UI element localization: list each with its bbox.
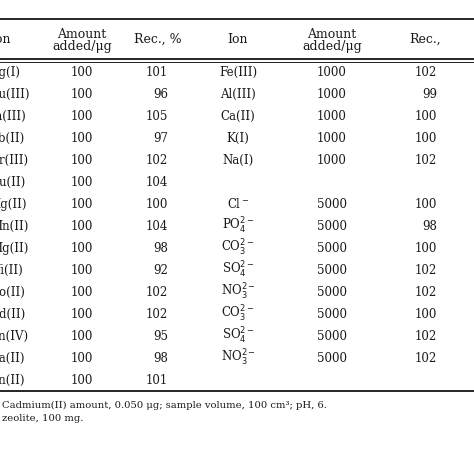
- Text: 5000: 5000: [317, 241, 347, 255]
- Text: Au(III): Au(III): [0, 88, 29, 100]
- Text: Cadmium(II) amount, 0.050 μg; sample volume, 100 cm³; pH, 6.: Cadmium(II) amount, 0.050 μg; sample vol…: [2, 401, 327, 410]
- Text: 5000: 5000: [317, 219, 347, 233]
- Text: CO$_3^{2-}$: CO$_3^{2-}$: [221, 304, 255, 324]
- Text: Co(II): Co(II): [0, 285, 25, 299]
- Text: Mn(II): Mn(II): [0, 219, 28, 233]
- Text: Ag(I): Ag(I): [0, 65, 20, 79]
- Text: K(I): K(I): [227, 131, 249, 145]
- Text: 5000: 5000: [317, 198, 347, 210]
- Text: Ion: Ion: [228, 33, 248, 46]
- Text: 104: 104: [146, 219, 168, 233]
- Text: 105: 105: [146, 109, 168, 122]
- Text: 99: 99: [422, 88, 437, 100]
- Text: 100: 100: [71, 131, 93, 145]
- Text: Na(I): Na(I): [222, 154, 254, 166]
- Text: 5000: 5000: [317, 308, 347, 320]
- Text: 1000: 1000: [317, 65, 347, 79]
- Text: Mg(II): Mg(II): [0, 241, 28, 255]
- Text: Amount: Amount: [57, 27, 107, 40]
- Text: CO$_3^{2-}$: CO$_3^{2-}$: [221, 238, 255, 258]
- Text: 102: 102: [146, 285, 168, 299]
- Text: SO$_4^{2-}$: SO$_4^{2-}$: [222, 260, 255, 280]
- Text: 5000: 5000: [317, 264, 347, 276]
- Text: Rec., %: Rec., %: [134, 33, 182, 46]
- Text: 96: 96: [153, 88, 168, 100]
- Text: 100: 100: [71, 198, 93, 210]
- Text: 104: 104: [146, 175, 168, 189]
- Text: 101: 101: [146, 65, 168, 79]
- Text: 100: 100: [415, 109, 437, 122]
- Text: 102: 102: [415, 285, 437, 299]
- Text: 100: 100: [415, 198, 437, 210]
- Text: 100: 100: [71, 219, 93, 233]
- Text: 5000: 5000: [317, 285, 347, 299]
- Text: 5000: 5000: [317, 352, 347, 365]
- Text: 100: 100: [71, 109, 93, 122]
- Text: Cu(II): Cu(II): [0, 175, 25, 189]
- Text: 92: 92: [153, 264, 168, 276]
- Text: Cd(II): Cd(II): [0, 308, 25, 320]
- Text: Pb(II): Pb(II): [0, 131, 24, 145]
- Text: Ion: Ion: [0, 33, 10, 46]
- Text: In(III): In(III): [0, 109, 26, 122]
- Text: 100: 100: [71, 329, 93, 343]
- Text: PO$_4^{2-}$: PO$_4^{2-}$: [222, 216, 254, 236]
- Text: 100: 100: [71, 65, 93, 79]
- Text: 1000: 1000: [317, 154, 347, 166]
- Text: 1000: 1000: [317, 109, 347, 122]
- Text: 98: 98: [422, 219, 437, 233]
- Text: added/μg: added/μg: [52, 39, 112, 53]
- Text: 100: 100: [71, 374, 93, 386]
- Text: 102: 102: [146, 154, 168, 166]
- Text: 102: 102: [415, 264, 437, 276]
- Text: 1000: 1000: [317, 131, 347, 145]
- Text: 100: 100: [415, 308, 437, 320]
- Text: 98: 98: [153, 241, 168, 255]
- Text: 102: 102: [415, 65, 437, 79]
- Text: 1000: 1000: [317, 88, 347, 100]
- Text: 102: 102: [415, 154, 437, 166]
- Text: Ca(II): Ca(II): [220, 109, 255, 122]
- Text: Ni(II): Ni(II): [0, 264, 23, 276]
- Text: 100: 100: [71, 241, 93, 255]
- Text: Cr(III): Cr(III): [0, 154, 28, 166]
- Text: 100: 100: [71, 308, 93, 320]
- Text: Hg(II): Hg(II): [0, 198, 27, 210]
- Text: 100: 100: [71, 88, 93, 100]
- Text: 102: 102: [146, 308, 168, 320]
- Text: NO$_3^{2-}$: NO$_3^{2-}$: [220, 348, 255, 368]
- Text: 101: 101: [146, 374, 168, 386]
- Text: 100: 100: [71, 154, 93, 166]
- Text: Fe(III): Fe(III): [219, 65, 257, 79]
- Text: 5000: 5000: [317, 329, 347, 343]
- Text: Ba(II): Ba(II): [0, 352, 25, 365]
- Text: 100: 100: [71, 264, 93, 276]
- Text: SO$_4^{2-}$: SO$_4^{2-}$: [222, 326, 255, 346]
- Text: 98: 98: [153, 352, 168, 365]
- Text: Al(III): Al(III): [220, 88, 256, 100]
- Text: Amount: Amount: [307, 27, 356, 40]
- Text: 100: 100: [415, 131, 437, 145]
- Text: NO$_3^{2-}$: NO$_3^{2-}$: [220, 282, 255, 302]
- Text: 102: 102: [415, 329, 437, 343]
- Text: zeolite, 100 mg.: zeolite, 100 mg.: [2, 414, 83, 423]
- Text: 100: 100: [146, 198, 168, 210]
- Text: 95: 95: [153, 329, 168, 343]
- Text: 100: 100: [71, 175, 93, 189]
- Text: Cl$^-$: Cl$^-$: [227, 197, 249, 211]
- Text: 97: 97: [153, 131, 168, 145]
- Text: 100: 100: [71, 352, 93, 365]
- Text: Zn(II): Zn(II): [0, 374, 25, 386]
- Text: 100: 100: [71, 285, 93, 299]
- Text: 100: 100: [415, 241, 437, 255]
- Text: 102: 102: [415, 352, 437, 365]
- Text: added/μg: added/μg: [302, 39, 362, 53]
- Text: Sn(IV): Sn(IV): [0, 329, 28, 343]
- Text: Rec.,: Rec.,: [409, 33, 441, 46]
